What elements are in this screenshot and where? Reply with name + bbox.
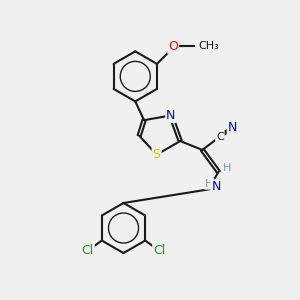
Text: H: H bbox=[205, 179, 213, 189]
Text: N: N bbox=[228, 121, 237, 134]
Text: H: H bbox=[223, 163, 231, 172]
Text: N: N bbox=[166, 109, 176, 122]
Text: C: C bbox=[216, 132, 224, 142]
Text: Cl: Cl bbox=[153, 244, 165, 257]
Text: N: N bbox=[212, 180, 221, 193]
Text: O: O bbox=[168, 40, 178, 53]
Text: S: S bbox=[153, 148, 160, 161]
Text: CH₃: CH₃ bbox=[198, 41, 219, 51]
Text: Cl: Cl bbox=[82, 244, 94, 257]
